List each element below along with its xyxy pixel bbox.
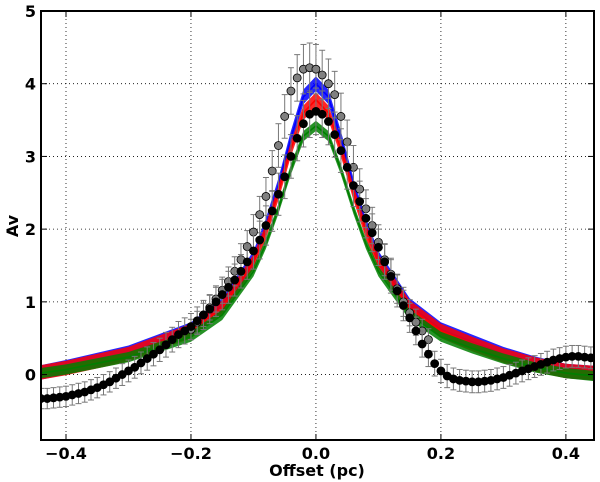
data-point-black <box>367 228 377 238</box>
data-point-gray <box>286 86 296 96</box>
y-tick-label: 2 <box>25 220 36 239</box>
data-point-black <box>355 197 365 206</box>
data-point-black <box>411 326 421 336</box>
data-point-black <box>424 349 433 359</box>
data-point-black <box>399 301 408 310</box>
data-point-black <box>374 242 383 252</box>
data-point-gray <box>342 137 352 147</box>
x-tick-labels: −0.4 −0.2 0.0 0.2 0.4 <box>45 444 580 463</box>
data-point-black <box>267 206 277 216</box>
data-point-gray <box>311 64 321 74</box>
y-tick-label: 3 <box>25 147 36 166</box>
data-point-black <box>192 316 202 326</box>
ticks <box>41 10 594 440</box>
data-point-black <box>417 339 427 349</box>
data-point-black <box>436 366 446 376</box>
data-point-gray <box>324 79 333 89</box>
observed-series-black <box>41 87 594 410</box>
data-point-gray <box>336 112 346 121</box>
data-point-black <box>386 271 396 281</box>
y-tick-label: 1 <box>25 293 36 312</box>
data-point-black <box>586 353 594 363</box>
data-point-black <box>405 313 415 323</box>
x-tick-label: −0.4 <box>45 444 87 463</box>
data-point-gray <box>317 70 327 80</box>
data-point-black <box>242 257 252 267</box>
data-point-black <box>249 246 258 256</box>
data-point-gray <box>261 192 271 201</box>
data-point-black <box>430 359 440 369</box>
y-axis-label: Av <box>3 214 22 237</box>
data-point-black <box>392 286 402 296</box>
data-point-black <box>236 266 246 276</box>
x-axis-label: Offset (pc) <box>269 461 365 480</box>
data-point-black <box>167 335 177 345</box>
data-point-black <box>342 162 352 172</box>
x-tick-label: −0.2 <box>170 444 212 463</box>
data-point-black <box>280 172 290 182</box>
data-point-black <box>317 109 327 119</box>
data-point-black <box>180 326 190 336</box>
data-point-black <box>274 189 283 199</box>
y-tick-label: 0 <box>25 366 36 385</box>
data-layer <box>41 42 594 410</box>
data-point-black <box>186 322 196 331</box>
data-point-black <box>136 358 146 368</box>
data-point-black <box>142 354 152 363</box>
data-point-black <box>349 181 358 190</box>
data-point-black <box>286 152 296 161</box>
data-point-black <box>261 221 271 230</box>
data-point-black <box>292 133 302 143</box>
data-point-gray <box>255 210 265 219</box>
data-point-black <box>230 275 240 285</box>
data-point-gray <box>280 112 290 121</box>
data-point-black <box>224 282 233 292</box>
y-tick-label: 4 <box>25 75 36 94</box>
plot-frame <box>40 10 595 441</box>
data-point-black <box>149 349 158 359</box>
data-point-black <box>211 297 221 307</box>
data-point-black <box>380 257 390 267</box>
data-point-gray <box>330 90 340 100</box>
data-point-gray <box>292 73 302 83</box>
x-tick-label: 0.4 <box>552 444 580 463</box>
data-point-black <box>361 213 371 223</box>
data-point-black <box>217 290 227 299</box>
data-point-black <box>299 119 308 129</box>
y-tick-label: 5 <box>25 2 36 21</box>
data-point-gray <box>274 141 283 150</box>
data-point-black <box>330 130 340 140</box>
data-point-black <box>130 362 140 372</box>
data-point-black <box>155 345 165 355</box>
data-point-gray <box>267 166 277 176</box>
y-tick-labels: 0 1 2 3 4 5 <box>25 2 36 385</box>
x-tick-label: 0.0 <box>302 444 330 463</box>
data-point-black <box>161 340 171 350</box>
data-point-black <box>324 117 333 126</box>
x-tick-label: 0.2 <box>427 444 455 463</box>
data-point-black <box>199 310 208 320</box>
data-point-black <box>336 146 346 156</box>
data-point-black <box>255 235 265 245</box>
data-point-black <box>205 304 215 314</box>
